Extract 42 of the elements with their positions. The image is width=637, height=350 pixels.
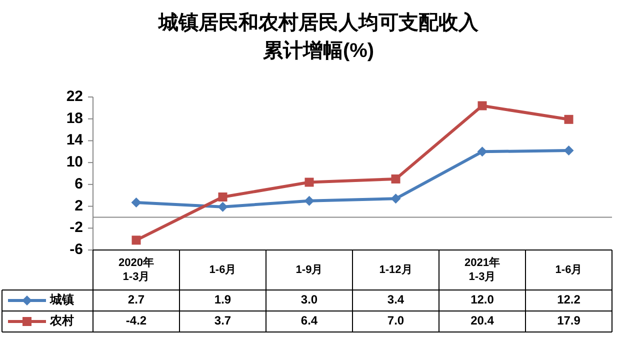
- x-tick-label: 1-6月: [555, 264, 582, 276]
- point: [390, 194, 401, 204]
- point: [564, 146, 574, 156]
- data-label: 3.4: [387, 292, 404, 307]
- y-tick-label: 22: [66, 88, 83, 105]
- data-label: 17.9: [557, 314, 581, 328]
- x-tick-label: 2021年 1-3月: [464, 256, 500, 283]
- y-tick-label: 18: [66, 110, 83, 127]
- y-tick-label: -6: [70, 240, 83, 258]
- data-label: 3.0: [300, 292, 318, 307]
- legend-label: 城镇: [49, 292, 74, 307]
- title: 城镇居民和农村居民人均可支配收入: [158, 12, 478, 34]
- x-tick-label: 1-9月: [296, 264, 323, 276]
- x-tick-label: 2020年 1-3月: [118, 256, 154, 283]
- point: [478, 101, 487, 110]
- point: [477, 146, 488, 157]
- data-label: 3.7: [214, 314, 232, 328]
- data-label: 12.0: [470, 292, 494, 307]
- subtitle: 累计增幅(%): [262, 40, 374, 62]
- x-tick-label: 1-12月: [379, 264, 412, 276]
- y-tick-label: 2: [74, 197, 83, 214]
- point: [218, 202, 228, 212]
- y-tick-label: 14: [66, 132, 84, 149]
- data-label: 7.0: [387, 314, 404, 328]
- point: [132, 236, 141, 245]
- point: [218, 192, 228, 202]
- point: [391, 174, 400, 184]
- y-tick-label: 10: [66, 154, 83, 171]
- point: [304, 178, 314, 187]
- y-tick-label: -2: [70, 219, 83, 236]
- data-label: 1.9: [214, 292, 232, 307]
- point: [131, 197, 142, 208]
- data-label: 12.2: [557, 292, 581, 307]
- y-tick-label: 6: [74, 175, 83, 192]
- point: [564, 114, 574, 124]
- data-label: 2.7: [128, 292, 145, 307]
- point: [304, 196, 314, 206]
- data-label: 6.4: [300, 314, 318, 328]
- x-tick-label: 1-6月: [209, 264, 236, 276]
- legend-label: 农村: [49, 314, 74, 328]
- data-label: 20.4: [470, 314, 494, 328]
- data-label: -4.2: [126, 314, 147, 328]
